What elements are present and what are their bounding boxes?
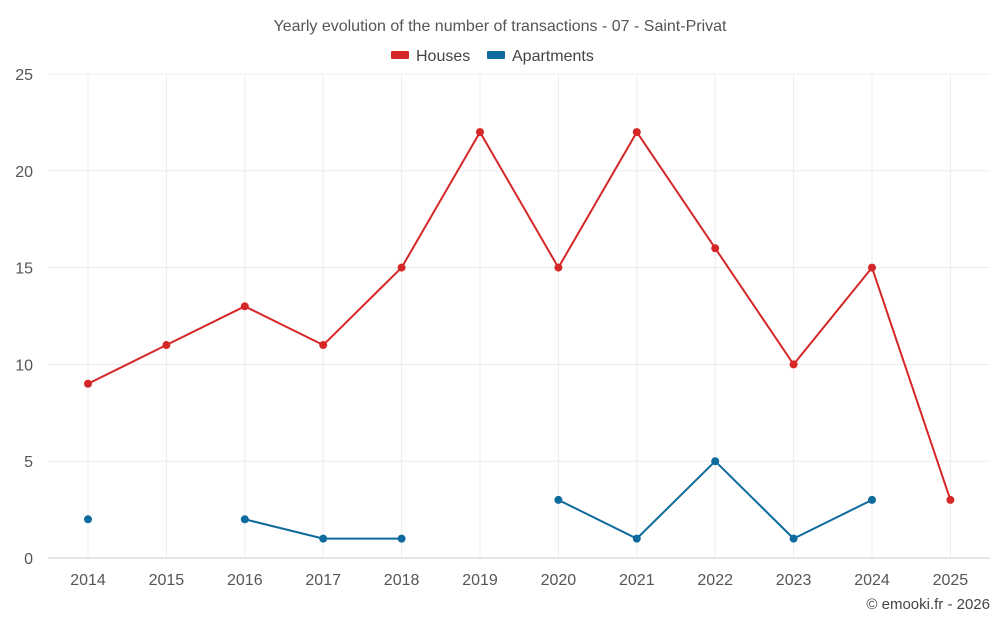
x-tick-label: 2020 — [541, 572, 577, 589]
y-tick-label: 10 — [15, 357, 33, 374]
data-point-apartments[interactable] — [711, 457, 720, 466]
data-point-houses[interactable] — [946, 495, 955, 504]
y-tick-label: 5 — [24, 454, 33, 471]
legend-swatch-houses — [391, 51, 409, 59]
series-apartments — [84, 457, 876, 543]
chart-title: Yearly evolution of the number of transa… — [274, 18, 728, 35]
data-point-houses[interactable] — [84, 379, 92, 388]
series-houses — [84, 128, 955, 504]
x-axis: 2014 2015 2016 2017 2018 2019 2020 2021 2022 2023… — [48, 557, 990, 589]
x-tick-label: 2025 — [933, 572, 969, 589]
data-point-apartments[interactable] — [84, 515, 92, 524]
data-point-houses[interactable] — [397, 263, 406, 272]
data-point-houses[interactable] — [476, 128, 484, 137]
data-point-houses[interactable] — [319, 341, 328, 350]
grid — [48, 73, 990, 558]
data-point-houses[interactable] — [711, 244, 720, 253]
x-tick-label: 2015 — [149, 572, 185, 589]
data-point-apartments[interactable] — [868, 495, 876, 504]
data-point-houses[interactable] — [240, 302, 249, 311]
series-line-houses — [87, 131, 952, 501]
x-tick-label: 2022 — [697, 572, 733, 589]
data-point-apartments[interactable] — [319, 534, 328, 543]
y-tick-label: 25 — [15, 67, 33, 84]
x-tick-label: 2017 — [305, 572, 341, 589]
legend-label-apartments[interactable]: Apartments — [512, 48, 594, 65]
legend-swatch-apartments — [487, 51, 505, 59]
data-point-houses[interactable] — [789, 360, 798, 369]
x-tick-label: 2019 — [462, 572, 498, 589]
legend-label-houses[interactable]: Houses — [416, 48, 470, 65]
series-group — [84, 128, 955, 543]
y-axis: 0 5 10 15 20 25 — [15, 67, 33, 568]
data-point-houses[interactable] — [554, 263, 563, 272]
data-point-apartments[interactable] — [789, 534, 798, 543]
y-tick-label: 15 — [15, 261, 33, 278]
y-tick-label: 0 — [24, 551, 33, 568]
x-tick-label: 2016 — [227, 572, 263, 589]
x-tick-label: 2021 — [619, 572, 655, 589]
legend: Houses Apartments — [391, 48, 594, 65]
x-tick-label: 2018 — [384, 572, 420, 589]
data-point-apartments[interactable] — [240, 515, 249, 524]
x-tick-label: 2023 — [776, 572, 812, 589]
y-tick-label: 20 — [15, 164, 33, 181]
data-point-apartments[interactable] — [632, 534, 641, 543]
data-point-apartments[interactable] — [554, 495, 563, 504]
x-tick-label: 2024 — [854, 572, 890, 589]
data-point-houses[interactable] — [632, 128, 641, 137]
data-point-apartments[interactable] — [397, 534, 406, 543]
x-tick-label: 2014 — [70, 572, 106, 589]
credit-text: © emooki.fr - 2026 — [866, 596, 990, 613]
data-point-houses[interactable] — [162, 341, 171, 350]
data-point-houses[interactable] — [868, 263, 876, 272]
